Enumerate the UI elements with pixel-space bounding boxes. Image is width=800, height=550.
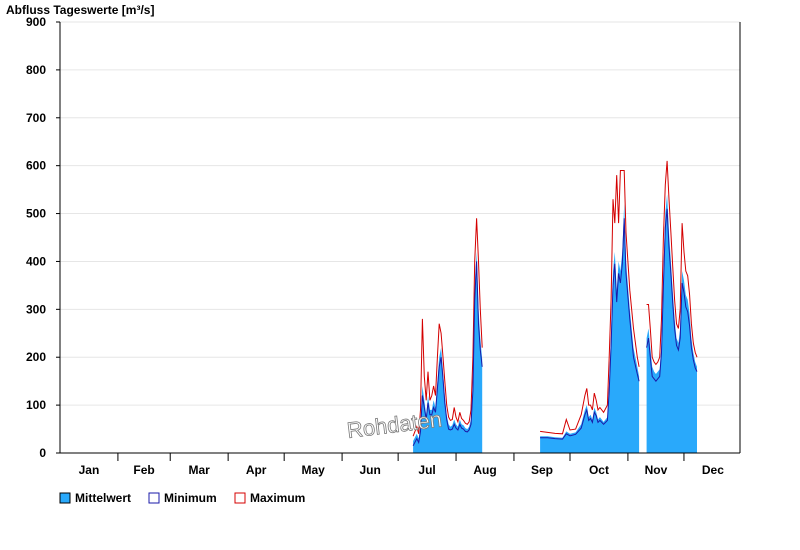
x-month-label: Jul: [418, 463, 435, 477]
axis-layer: 0 100 200 300 400 500 600 700 800 900 Jan Feb Mar Apr…: [26, 15, 741, 477]
y-tick-label: 100: [26, 398, 46, 412]
x-month-label: Jun: [359, 463, 380, 477]
x-month-label: Apr: [246, 463, 267, 477]
series-maximum-line: [412, 218, 483, 437]
y-tick-label: 800: [26, 63, 46, 77]
grid-layer: [60, 21, 740, 406]
x-month-label: Mar: [189, 463, 211, 477]
y-tick-label: 400: [26, 254, 46, 268]
series-minimum-line: [412, 261, 483, 447]
x-month-label: Sep: [531, 463, 553, 477]
legend: Mittelwert Minimum Maximum: [59, 491, 305, 505]
series-maximum-line: [540, 170, 640, 435]
y-tick-label: 0: [39, 446, 46, 460]
legend-swatch-maximum: [234, 492, 246, 504]
y-tick-label: 600: [26, 159, 46, 173]
y-tick-label: 700: [26, 111, 46, 125]
series-minimum-line: [646, 208, 698, 383]
legend-swatch-mittelwert: [59, 492, 71, 504]
x-month-label: Dec: [702, 463, 724, 477]
y-tick-label: 300: [26, 302, 46, 316]
legend-swatch-minimum: [148, 492, 160, 504]
x-month-label: Nov: [645, 463, 668, 477]
x-month-label: Aug: [473, 463, 496, 477]
legend-label-minimum: Minimum: [164, 491, 217, 505]
x-month-label: Jan: [79, 463, 100, 477]
x-month-label: Oct: [589, 463, 609, 477]
data-layer: [412, 160, 698, 453]
legend-label-maximum: Maximum: [250, 491, 305, 505]
series-minimum-line: [540, 218, 640, 440]
y-tick-label: 500: [26, 207, 46, 221]
y-tick-label: 200: [26, 350, 46, 364]
series-mittelwert-area: [540, 204, 640, 453]
series-mittelwert-area: [646, 194, 697, 453]
x-month-label: May: [301, 463, 325, 477]
chart-title: Abfluss Tageswerte [m³/s]: [6, 3, 154, 17]
x-month-label: Feb: [133, 463, 154, 477]
y-tick-label: 900: [26, 15, 46, 29]
legend-label-mittelwert: Mittelwert: [75, 491, 131, 505]
series-maximum-line: [646, 160, 698, 366]
